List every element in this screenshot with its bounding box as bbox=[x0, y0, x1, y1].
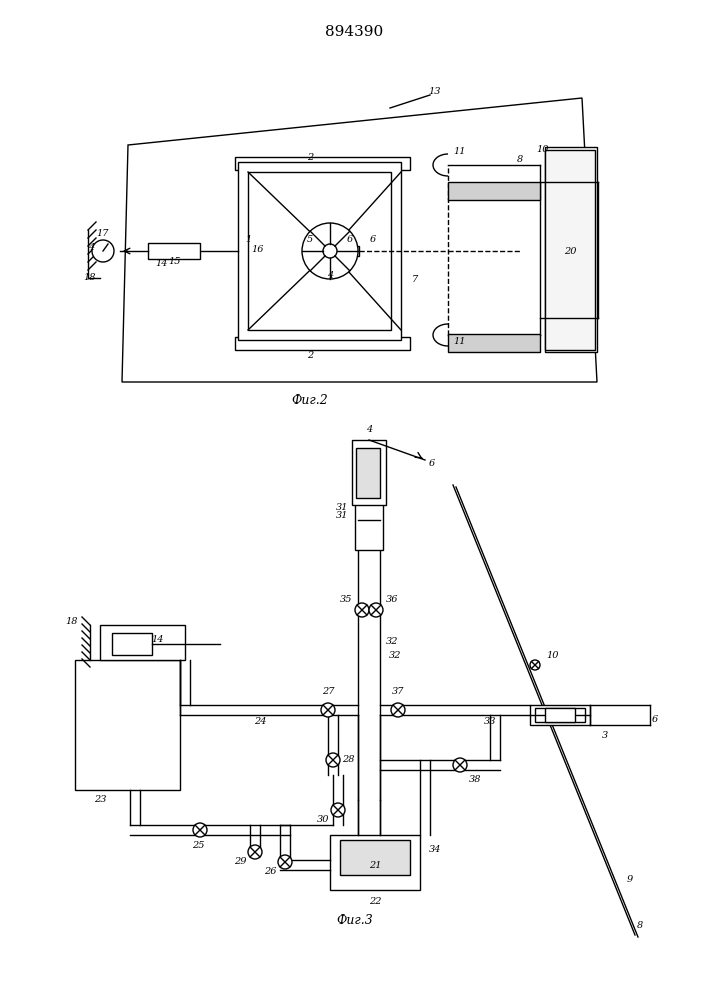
Text: 24: 24 bbox=[254, 718, 267, 726]
Text: 9: 9 bbox=[627, 876, 633, 884]
Text: 25: 25 bbox=[192, 840, 204, 850]
Bar bbox=[352, 440, 386, 505]
Circle shape bbox=[391, 703, 405, 717]
Circle shape bbox=[323, 244, 337, 258]
Text: 6: 6 bbox=[347, 235, 353, 244]
Text: 7: 7 bbox=[412, 275, 418, 284]
Text: 6: 6 bbox=[370, 235, 376, 244]
Text: 4: 4 bbox=[366, 426, 372, 434]
Bar bbox=[530, 705, 590, 725]
Bar bbox=[360, 505, 378, 545]
Text: 32: 32 bbox=[389, 650, 402, 660]
Text: 3: 3 bbox=[327, 248, 333, 257]
Text: 894390: 894390 bbox=[325, 25, 383, 39]
Circle shape bbox=[326, 753, 340, 767]
Text: 31: 31 bbox=[336, 502, 348, 512]
Bar bbox=[290, 170, 345, 337]
Text: 3: 3 bbox=[602, 730, 608, 740]
Text: 21: 21 bbox=[369, 860, 381, 869]
Text: 26: 26 bbox=[264, 867, 276, 876]
Text: 32: 32 bbox=[386, 638, 398, 647]
Bar bbox=[100, 625, 185, 660]
Polygon shape bbox=[122, 98, 597, 382]
Bar bbox=[545, 150, 595, 350]
Circle shape bbox=[331, 803, 345, 817]
Bar bbox=[355, 495, 383, 550]
Text: 30: 30 bbox=[317, 816, 329, 824]
Text: 1: 1 bbox=[245, 235, 251, 244]
Text: 15: 15 bbox=[169, 257, 181, 266]
Text: 6: 6 bbox=[652, 716, 658, 724]
Bar bbox=[148, 243, 200, 259]
Text: 13: 13 bbox=[428, 88, 441, 97]
Circle shape bbox=[193, 823, 207, 837]
Bar bbox=[448, 182, 540, 200]
Text: 2: 2 bbox=[307, 351, 313, 360]
Circle shape bbox=[278, 855, 292, 869]
Bar bbox=[356, 448, 380, 498]
Circle shape bbox=[92, 240, 114, 262]
Text: 34: 34 bbox=[428, 846, 441, 854]
Text: 33: 33 bbox=[484, 718, 496, 726]
Text: 11: 11 bbox=[454, 147, 466, 156]
Bar bbox=[535, 708, 585, 722]
Text: 2: 2 bbox=[307, 152, 313, 161]
Text: 22: 22 bbox=[369, 898, 381, 906]
Circle shape bbox=[453, 758, 467, 772]
Bar bbox=[340, 840, 410, 875]
Text: 23: 23 bbox=[94, 796, 106, 804]
Text: 28: 28 bbox=[341, 756, 354, 764]
Bar bbox=[330, 835, 420, 890]
Text: 27: 27 bbox=[322, 688, 334, 696]
Text: 4: 4 bbox=[327, 270, 333, 279]
Bar bbox=[448, 334, 540, 352]
Circle shape bbox=[369, 603, 383, 617]
Circle shape bbox=[321, 703, 335, 717]
Text: 11: 11 bbox=[454, 338, 466, 347]
Text: 31: 31 bbox=[336, 510, 348, 520]
Bar bbox=[235, 157, 410, 170]
Text: 18: 18 bbox=[66, 617, 78, 626]
Text: 10: 10 bbox=[547, 650, 559, 660]
Text: Фиг.2: Фиг.2 bbox=[291, 393, 328, 406]
Text: 10: 10 bbox=[537, 145, 549, 154]
Text: 6: 6 bbox=[429, 458, 435, 468]
Text: 5: 5 bbox=[307, 235, 313, 244]
Text: 18: 18 bbox=[83, 273, 96, 282]
Circle shape bbox=[530, 660, 540, 670]
Text: 38: 38 bbox=[469, 776, 481, 784]
Bar bbox=[545, 147, 597, 352]
Bar bbox=[545, 708, 575, 722]
Bar bbox=[235, 337, 410, 350]
Circle shape bbox=[302, 223, 358, 279]
Text: 20: 20 bbox=[563, 247, 576, 256]
Bar bbox=[75, 660, 180, 790]
Text: 8: 8 bbox=[517, 155, 523, 164]
Bar bbox=[337, 246, 359, 256]
Text: 29: 29 bbox=[234, 857, 246, 866]
Text: 4: 4 bbox=[88, 242, 94, 251]
Text: 36: 36 bbox=[386, 595, 398, 604]
Bar bbox=[238, 162, 401, 340]
Text: Фиг.3: Фиг.3 bbox=[337, 914, 373, 926]
Text: 14: 14 bbox=[156, 258, 168, 267]
Bar bbox=[248, 172, 391, 330]
Text: 37: 37 bbox=[392, 688, 404, 696]
Circle shape bbox=[355, 603, 369, 617]
Text: 16: 16 bbox=[252, 245, 264, 254]
Text: 8: 8 bbox=[637, 920, 643, 930]
Text: 17: 17 bbox=[97, 230, 110, 238]
Text: 14: 14 bbox=[152, 636, 164, 645]
Text: 35: 35 bbox=[340, 595, 352, 604]
Circle shape bbox=[248, 845, 262, 859]
Bar bbox=[112, 633, 152, 655]
